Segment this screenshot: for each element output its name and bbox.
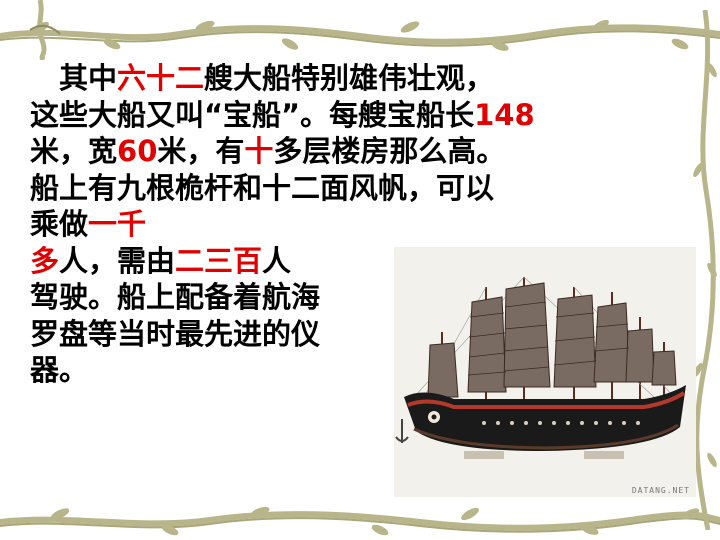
slide-body-text: 其中六十二艘大船特别雄伟壮观， 这些大船又叫“宝船”。每艘宝船长148 米，宽60米… — [30, 60, 650, 389]
text-run: 罗盘等当时最先进的仪 — [30, 316, 321, 351]
vine-border-right — [693, 10, 717, 530]
highlighted-number: 148 — [474, 97, 535, 132]
text-run: 艘大船特别雄伟壮观， — [204, 61, 495, 95]
highlighted-number: 一千 — [88, 207, 147, 241]
text-line: 驾驶。船上配备着航海 — [30, 279, 650, 316]
treasure-ship-photo: DATANG.NET — [394, 247, 696, 497]
text-line: 米，宽60米，有十多层楼房那么高。 — [30, 133, 650, 170]
text-run: 米，宽 — [30, 134, 118, 168]
text-run: 器。 — [30, 353, 89, 387]
text-line: 罗盘等当时最先进的仪 — [30, 316, 650, 353]
text-line: 器。 — [30, 352, 650, 389]
text-run: 乘做 — [30, 207, 89, 241]
text-line: 船上有九根桅杆和十二面风帆，可以 — [30, 170, 650, 207]
vine-border-bottom — [0, 506, 720, 536]
vine-border-top — [0, 0, 720, 60]
highlighted-number: 六十二 — [117, 61, 205, 95]
text-run: 人，需由 — [59, 243, 176, 278]
text-run: 这些大船又叫“宝船”。每艘宝船长 — [30, 97, 475, 132]
photo-watermark: DATANG.NET — [631, 486, 690, 495]
text-line: 多人，需由二三百人 — [30, 243, 650, 280]
text-run: 米，有 — [157, 134, 245, 168]
highlighted-number: 多 — [30, 243, 60, 278]
text-run: 驾驶。船上配备着航海 — [30, 280, 321, 314]
text-run: 其中 — [30, 61, 118, 95]
text-run: 人 — [262, 243, 292, 278]
text-line: 这些大船又叫“宝船”。每艘宝船长148 — [30, 97, 650, 134]
highlighted-number: 十 — [244, 134, 274, 168]
text-run: 船上有九根桅杆和十二面风帆，可以 — [30, 170, 495, 205]
highlighted-number: 二三百 — [175, 243, 263, 278]
text-run: 多层楼房那么高。 — [273, 134, 506, 168]
text-line: 乘做一千 — [30, 206, 650, 243]
text-line: 其中六十二艘大船特别雄伟壮观， — [30, 60, 650, 97]
highlighted-number: 60 — [117, 134, 158, 168]
